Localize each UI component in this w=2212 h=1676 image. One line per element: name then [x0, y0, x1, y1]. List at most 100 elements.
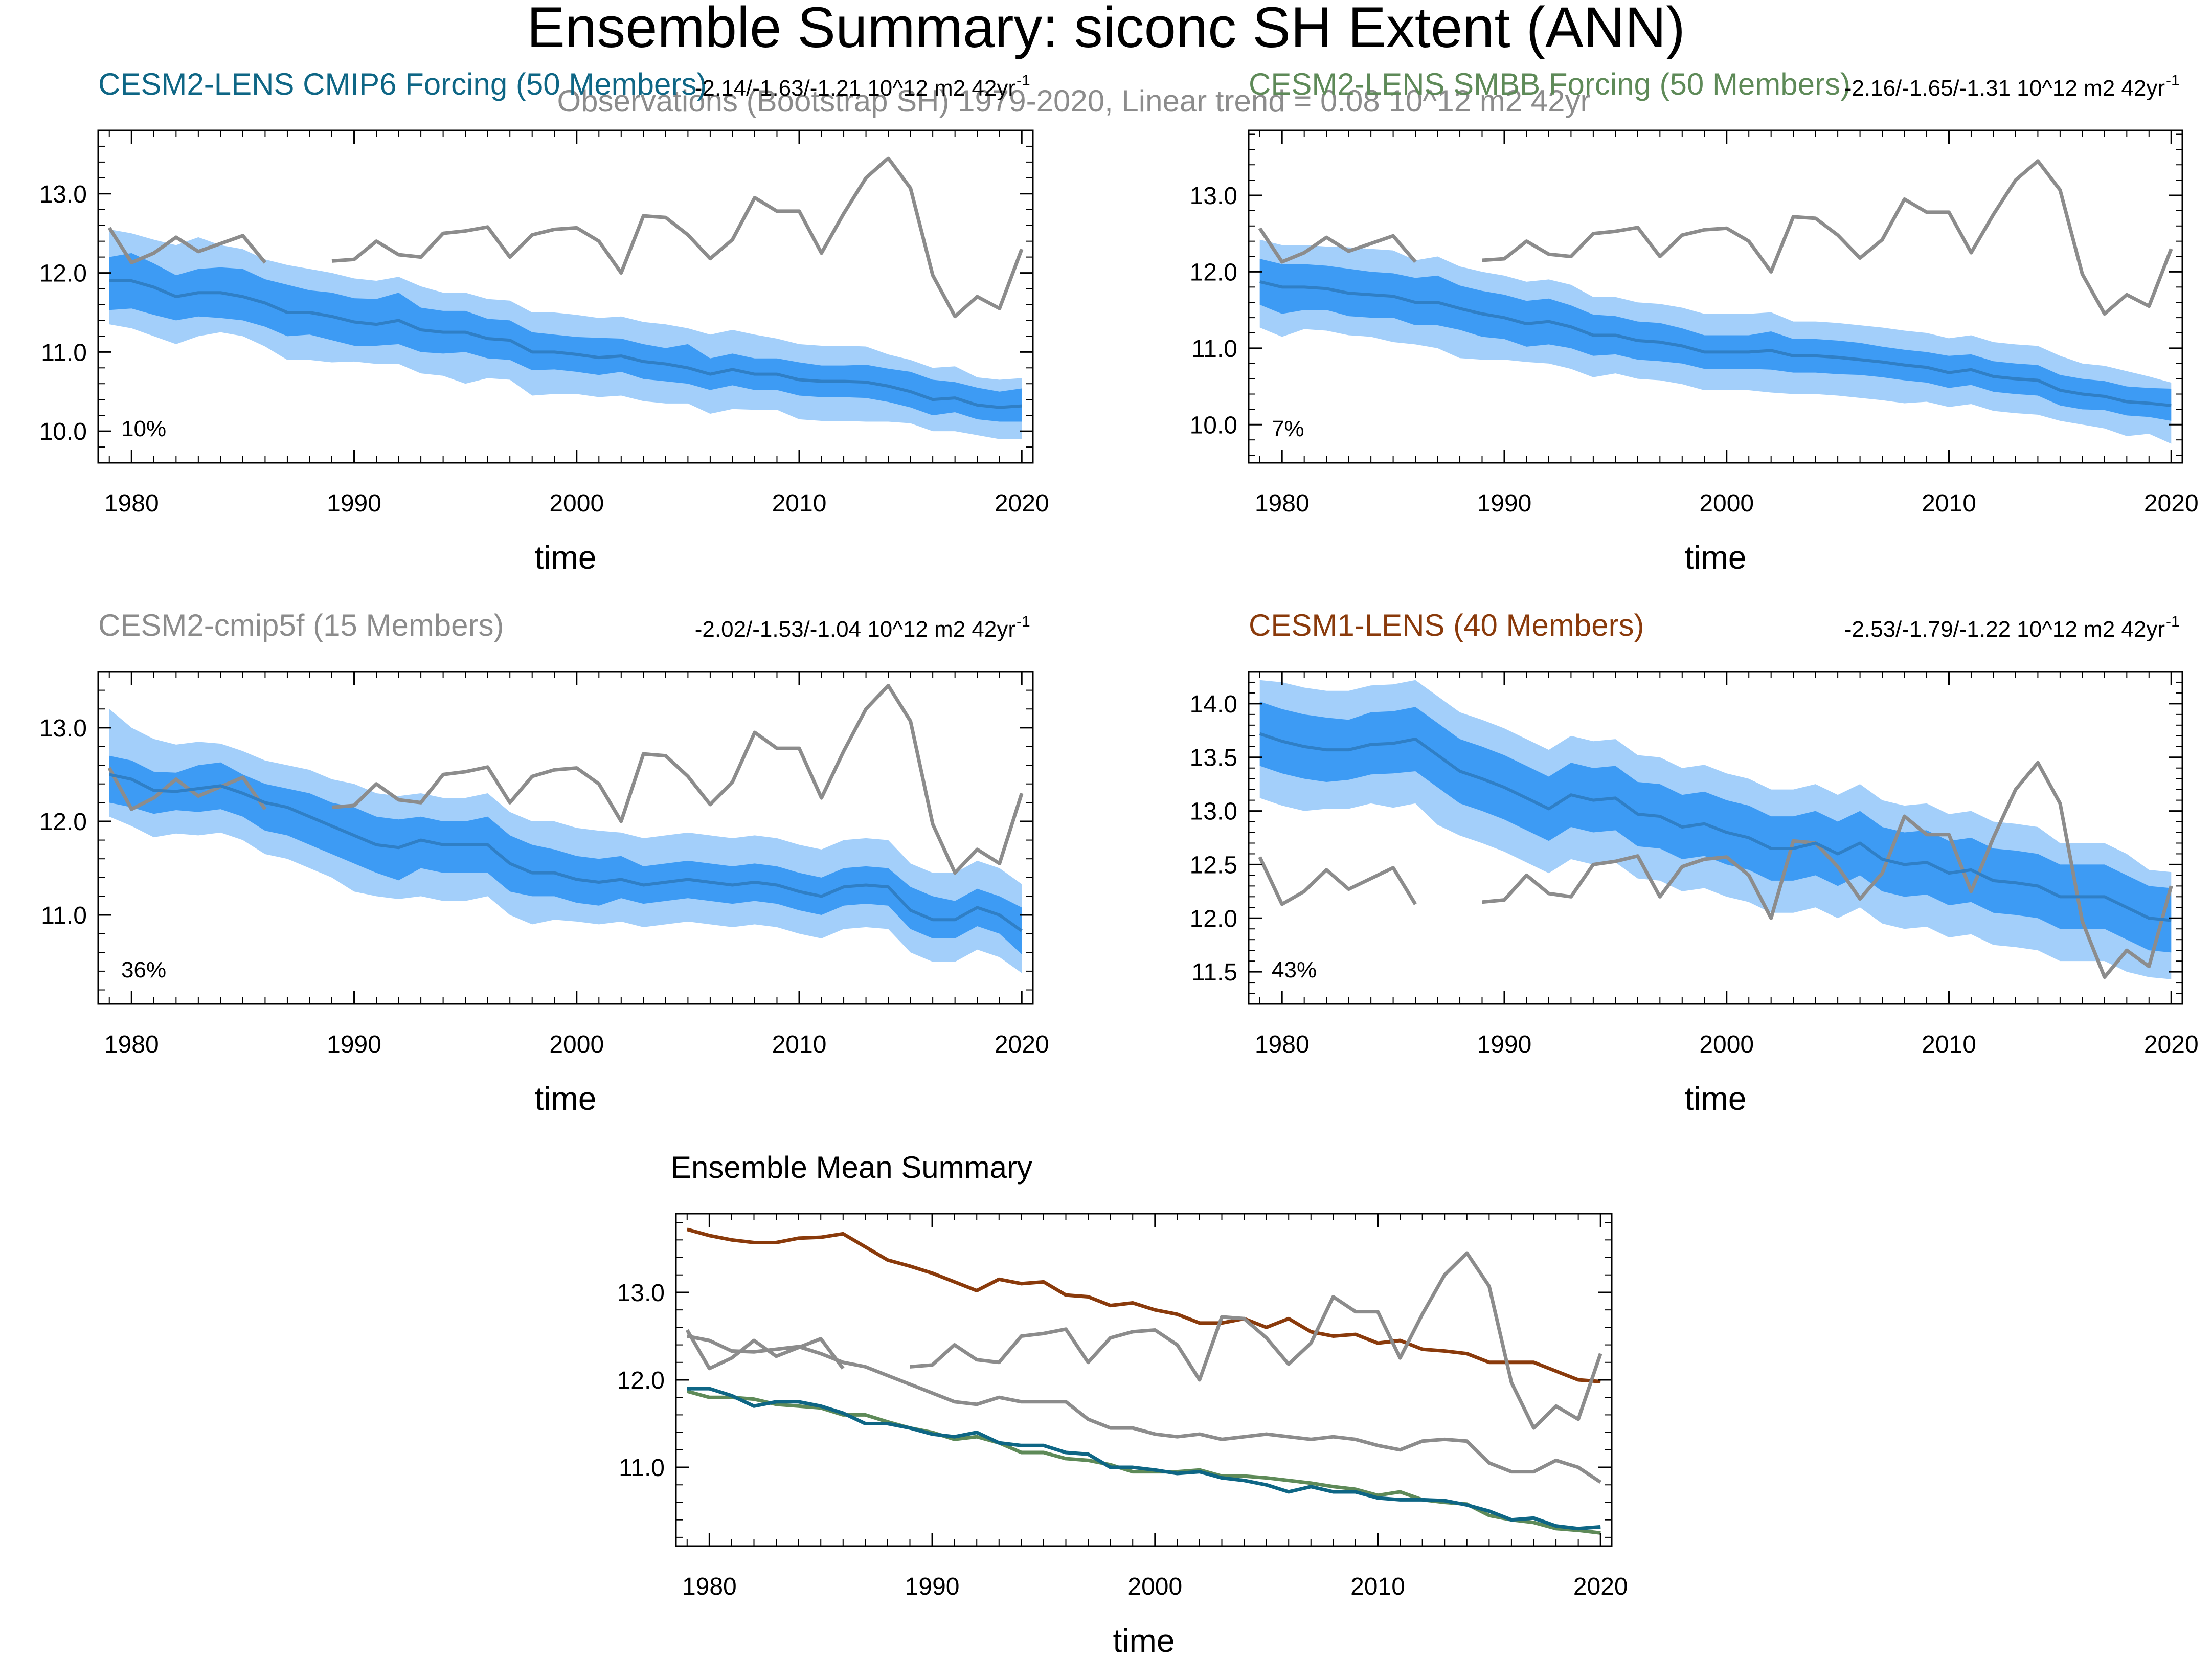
plot-frame — [97, 129, 1034, 464]
observations-line — [331, 683, 1024, 875]
panel-title: CESM2-LENS CMIP6 Forcing (50 Members) — [98, 67, 707, 101]
percent-label: 36% — [121, 957, 166, 982]
y-tick-label: 13.0 — [1190, 183, 1237, 210]
trend-exponent: -1 — [2166, 613, 2180, 630]
y-tick-label: 12.0 — [39, 809, 87, 836]
x-axis-label: time — [1113, 1622, 1175, 1659]
observations-line — [1482, 761, 2173, 979]
plot-frame — [97, 671, 1034, 1005]
x-tick-label: 2020 — [995, 1031, 1049, 1058]
y-tick-label: 10.0 — [1190, 412, 1237, 439]
y-tick-label: 13.0 — [1190, 798, 1237, 825]
x-tick-label: 1980 — [104, 1031, 159, 1058]
plot-area — [107, 683, 1024, 973]
panel-3: 1980 1990 2000 2010 2020 11.0 12.0 13.0 time CESM… — [39, 608, 1049, 1117]
x-tick-label: 1980 — [682, 1573, 737, 1600]
percent-label: 7% — [1272, 416, 1304, 441]
panels: 1980 1990 2000 2010 2020 10.0 11.0 12.0 13.0 time… — [39, 67, 2199, 1659]
x-tick-label: 2020 — [995, 490, 1049, 517]
x-tick-label: 1980 — [1255, 490, 1310, 517]
x-axis-label: time — [1685, 539, 1747, 576]
x-tick-label: 2020 — [2144, 490, 2199, 517]
x-tick-label: 2000 — [1127, 1573, 1182, 1600]
panel-title: CESM2-LENS SMBB Forcing (50 Members) — [1249, 67, 1850, 101]
x-tick-label: 2010 — [772, 1031, 827, 1058]
panel-title: CESM1-LENS (40 Members) — [1249, 608, 1644, 642]
y-tick-label: 11.0 — [41, 339, 87, 366]
y-tick-label: 12.5 — [1190, 852, 1237, 879]
y-tick-label: 12.0 — [39, 260, 87, 287]
x-axis-label: time — [535, 539, 597, 576]
x-tick-label: 2000 — [1699, 1031, 1754, 1058]
x-tick-label: 2000 — [549, 490, 604, 517]
ensemble-mean-line — [109, 773, 1023, 932]
percent-label: 43% — [1272, 957, 1317, 982]
y-tick-label: 14.0 — [1190, 691, 1237, 718]
ensemble-interquartile-band — [1259, 259, 2172, 421]
y-tick-label: 11.0 — [619, 1455, 665, 1482]
plot-area — [1258, 680, 2173, 979]
x-tick-label: 1990 — [1477, 490, 1532, 517]
x-tick-label: 1990 — [327, 1031, 381, 1058]
y-tick-label: 12.0 — [1190, 259, 1237, 286]
trend-exponent: -1 — [1017, 72, 1030, 89]
panel-4: 1980 1990 2000 2010 2020 11.5 12.0 12.5 13.0 13.5… — [1190, 608, 2199, 1117]
panel-title: Ensemble Mean Summary — [671, 1150, 1032, 1185]
panel-1: 1980 1990 2000 2010 2020 10.0 11.0 12.0 13.0 time… — [39, 67, 1049, 576]
observations-line — [107, 767, 267, 811]
panel-5: 1980 1990 2000 2010 2020 11.0 12.0 13.0 time Ense… — [617, 1150, 1628, 1659]
x-tick-label: 2000 — [549, 1031, 604, 1058]
x-tick-label: 1990 — [327, 490, 381, 517]
y-tick-label: 12.0 — [1190, 905, 1237, 932]
series-line-5 — [910, 1251, 1602, 1430]
percent-label: 10% — [121, 416, 166, 441]
x-tick-label: 1990 — [1477, 1031, 1532, 1058]
ensemble-mean-line — [109, 279, 1022, 409]
figure-title: Ensemble Summary: siconc SH Extent (ANN) — [527, 0, 1685, 59]
x-tick-label: 2010 — [1922, 490, 1976, 517]
y-tick-label: 11.0 — [41, 902, 87, 929]
x-tick-label: 1980 — [104, 490, 159, 517]
x-tick-label: 1980 — [1255, 1031, 1310, 1058]
trend-exponent: -1 — [2166, 72, 2180, 89]
series-line-1 — [686, 1227, 1601, 1383]
x-tick-label: 1990 — [905, 1573, 960, 1600]
x-axis-label: time — [1685, 1080, 1747, 1117]
trend-label: -2.53/-1.79/-1.22 10^12 m2 42yr — [1844, 617, 2165, 642]
y-tick-label: 12.0 — [617, 1367, 665, 1394]
plot-frame — [1248, 129, 2183, 464]
y-tick-label: 13.0 — [39, 715, 87, 742]
plot-frame — [1248, 671, 2183, 1005]
trend-label: -2.16/-1.65/-1.31 10^12 m2 42yr — [1844, 76, 2165, 101]
x-tick-label: 2010 — [1922, 1031, 1976, 1058]
trend-exponent: -1 — [1017, 613, 1030, 630]
ensemble-mean-line — [1259, 732, 2172, 922]
x-axis-label: time — [535, 1080, 597, 1117]
y-tick-label: 10.0 — [39, 418, 87, 445]
x-tick-label: 2020 — [1573, 1573, 1628, 1600]
trend-label: -2.14/-1.63/-1.21 10^12 m2 42yr — [695, 76, 1015, 101]
series-line-5 — [685, 1329, 845, 1371]
y-tick-label: 11.5 — [1191, 959, 1237, 986]
x-tick-label: 2010 — [772, 490, 827, 517]
x-tick-label: 2020 — [2144, 1031, 2199, 1058]
ensemble-mean-line — [1259, 280, 2172, 407]
x-tick-label: 2000 — [1699, 490, 1754, 517]
plot-area — [1258, 159, 2173, 444]
y-tick-label: 13.0 — [39, 181, 87, 208]
y-tick-label: 11.0 — [1191, 336, 1237, 363]
plot-area — [107, 156, 1024, 439]
trend-label: -2.02/-1.53/-1.04 10^12 m2 42yr — [695, 617, 1015, 642]
y-tick-label: 13.0 — [617, 1280, 665, 1307]
plot-area — [685, 1227, 1602, 1535]
observations-line — [1258, 227, 1417, 264]
observations-line — [331, 156, 1024, 319]
y-tick-label: 13.5 — [1190, 745, 1237, 772]
x-tick-label: 2010 — [1350, 1573, 1405, 1600]
observations-line — [107, 227, 267, 264]
series-line-4 — [687, 1387, 1601, 1531]
panel-title: CESM2-cmip5f (15 Members) — [98, 608, 504, 642]
panel-2: 1980 1990 2000 2010 2020 10.0 11.0 12.0 13.0 time… — [1190, 67, 2199, 576]
observations-line — [1258, 856, 1417, 906]
